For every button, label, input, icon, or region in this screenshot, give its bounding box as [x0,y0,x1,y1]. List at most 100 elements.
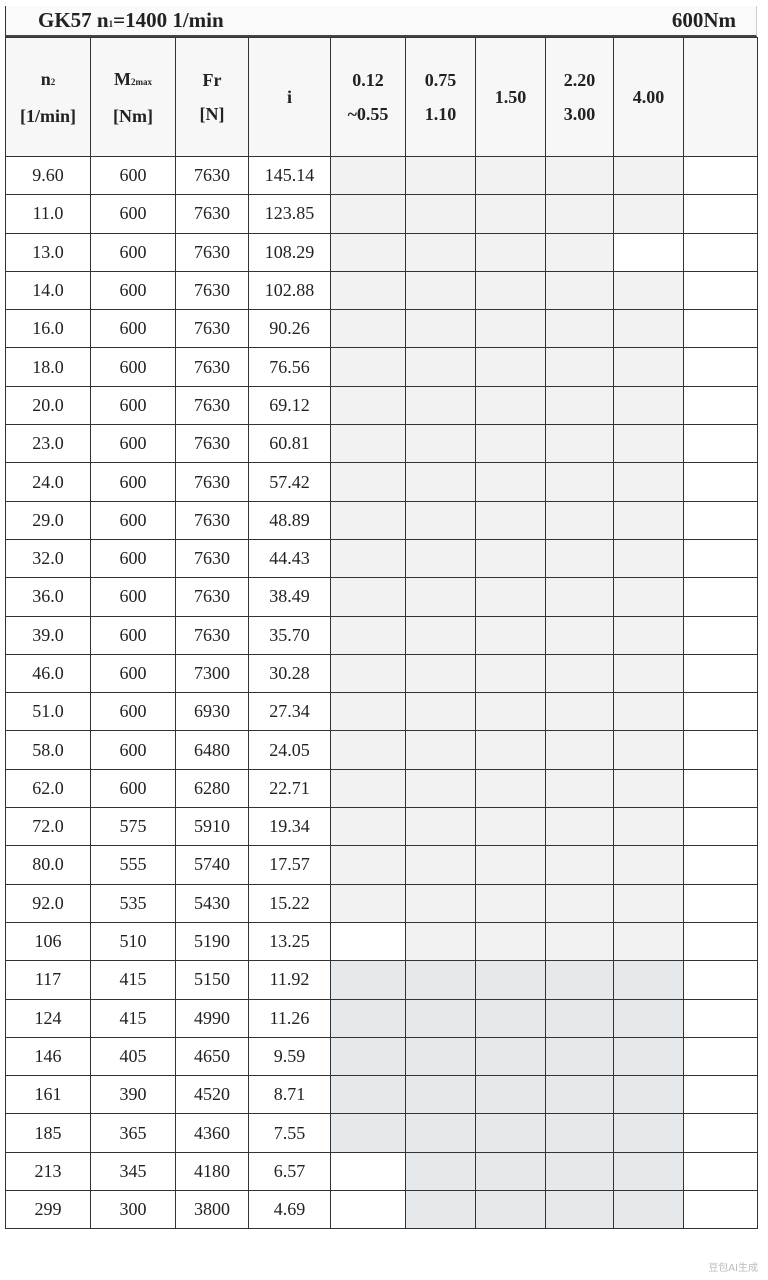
power-cell-3 [545,347,614,387]
power-cell-0 [330,1190,406,1230]
power-cell-4 [613,538,684,579]
table-row: 117 415 5150 11.92 [5,960,758,1000]
cell-n2: 92.0 [5,883,91,923]
cell-i: 17.57 [248,845,331,885]
power-cell-5 [683,309,758,349]
table-row: 39.0 600 7630 35.70 [5,615,758,655]
power-cell-0 [330,500,406,540]
power-cell-2 [475,232,546,272]
power-cell-5 [683,692,758,732]
power-cell-5 [683,730,758,770]
table-row: 58.0 600 6480 24.05 [5,730,758,770]
cell-m2: 600 [90,462,176,502]
power-cell-3 [545,538,614,579]
power-cell-0 [330,270,406,311]
power-cell-3 [545,500,614,540]
cell-i: 38.49 [248,577,331,617]
cell-m2: 600 [90,577,176,617]
power-cell-4 [613,1036,684,1077]
cell-n2: 11.0 [5,194,91,234]
power-cell-4 [613,730,684,770]
power-cell-5 [683,807,758,847]
power-cell-2 [475,309,546,349]
cell-i: 8.71 [248,1075,331,1115]
power-cell-4 [613,845,684,885]
cell-i: 15.22 [248,883,331,923]
table-title: GK57 n1=1400 1/min 600Nm [5,6,757,37]
power-cell-1 [405,960,476,1000]
cell-fr: 5430 [175,883,249,923]
power-cell-0 [330,577,406,617]
cell-m2: 345 [90,1151,176,1192]
table-row: 72.0 575 5910 19.34 [5,807,758,847]
cell-i: 123.85 [248,194,331,234]
cell-fr: 5190 [175,921,249,962]
cell-m2: 390 [90,1075,176,1115]
power-cell-1 [405,309,476,349]
power-cell-5 [683,1113,758,1153]
power-cell-1 [405,653,476,694]
cell-n2: 117 [5,960,91,1000]
header-row: n2 [1/min] M2max [Nm] Fr [N] i 0.12 ~0.55 0.… [5,37,758,157]
table-row: 92.0 535 5430 15.22 [5,883,758,923]
header-power-2: 1.50 [475,37,546,157]
power-cell-0 [330,998,406,1038]
gearmotor-table-document: GK57 n1=1400 1/min 600Nm n2 [1/min] M2max… [5,6,758,1230]
cell-i: 27.34 [248,692,331,732]
power-cell-5 [683,653,758,694]
power-cell-4 [613,1075,684,1115]
power-cell-1 [405,845,476,885]
power-cell-5 [683,1190,758,1230]
cell-i: 35.70 [248,615,331,655]
cell-n2: 32.0 [5,538,91,579]
power-cell-2 [475,194,546,234]
power-cell-1 [405,1151,476,1192]
power-cell-0 [330,1075,406,1115]
cell-i: 11.92 [248,960,331,1000]
power-cell-1 [405,194,476,234]
power-cell-4 [613,347,684,387]
power-cell-2 [475,653,546,694]
cell-n2: 185 [5,1113,91,1153]
cell-i: 13.25 [248,921,331,962]
power-cell-2 [475,270,546,311]
power-cell-4 [613,500,684,540]
power-cell-2 [475,960,546,1000]
power-cell-4 [613,883,684,923]
power-cell-0 [330,462,406,502]
power-cell-1 [405,155,476,196]
cell-fr: 4650 [175,1036,249,1077]
power-cell-2 [475,1113,546,1153]
power-cell-4 [613,424,684,464]
power-cell-3 [545,615,614,655]
table-row: 185 365 4360 7.55 [5,1113,758,1153]
cell-m2: 600 [90,309,176,349]
header-power-5 [683,37,758,157]
cell-m2: 600 [90,232,176,272]
power-cell-0 [330,692,406,732]
cell-m2: 600 [90,194,176,234]
power-cell-3 [545,232,614,272]
table-row: 23.0 600 7630 60.81 [5,424,758,464]
cell-fr: 7630 [175,194,249,234]
power-cell-4 [613,462,684,502]
power-cell-3 [545,309,614,349]
power-cell-1 [405,768,476,809]
power-cell-4 [613,155,684,196]
header-power-3: 2.20 3.00 [545,37,614,157]
power-cell-3 [545,1190,614,1230]
cell-i: 44.43 [248,538,331,579]
cell-m2: 600 [90,347,176,387]
cell-i: 30.28 [248,653,331,694]
power-cell-5 [683,921,758,962]
header-fr: Fr [N] [175,37,249,157]
power-cell-0 [330,194,406,234]
header-power-0: 0.12 ~0.55 [330,37,406,157]
cell-m2: 600 [90,538,176,579]
power-cell-4 [613,921,684,962]
power-cell-3 [545,845,614,885]
cell-n2: 13.0 [5,232,91,272]
cell-n2: 72.0 [5,807,91,847]
table-row: 51.0 600 6930 27.34 [5,692,758,732]
power-cell-3 [545,270,614,311]
